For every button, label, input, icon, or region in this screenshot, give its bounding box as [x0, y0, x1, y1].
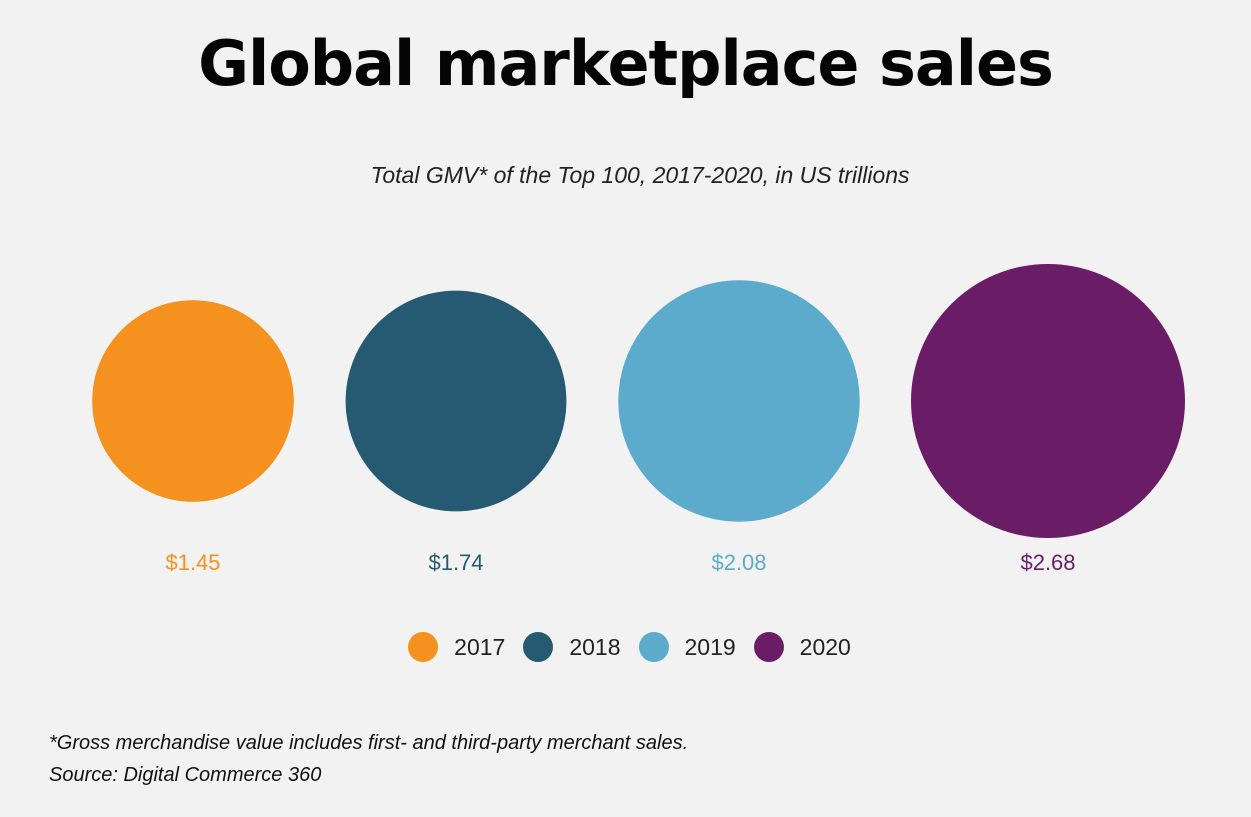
legend-item-2018: 2018	[523, 632, 621, 662]
legend-swatch-2019	[638, 632, 669, 662]
legend-swatch-2020	[753, 632, 784, 662]
value-label-2020: $2.68	[1020, 550, 1075, 575]
bubble-2017	[92, 300, 294, 502]
legend-item-2019: 2019	[638, 632, 736, 662]
chart-subtitle: Total GMV* of the Top 100, 2017-2020, in…	[370, 162, 910, 188]
legend: 2017 2018 2019 2020	[0, 632, 1251, 662]
footnote-block: *Gross merchandise value includes first-…	[49, 727, 688, 791]
legend-swatch-2018	[523, 632, 554, 662]
bubble-2019	[618, 280, 860, 522]
legend-swatch-2017	[408, 632, 439, 662]
bubble-2018	[345, 290, 567, 512]
footnote-text: *Gross merchandise value includes first-…	[49, 732, 689, 754]
legend-label-2017: 2017	[454, 633, 506, 660]
bubble-chart: $1.45 $1.74 $2.08 $2.68	[92, 264, 1185, 575]
legend-item-2017: 2017	[408, 632, 505, 662]
legend-label-2020: 2020	[799, 633, 851, 660]
legend-label-2019: 2019	[684, 633, 736, 660]
chart-title: Global marketplace sales	[198, 27, 1054, 100]
value-label-2017: $1.45	[165, 550, 220, 575]
legend-label-2018: 2018	[569, 633, 621, 660]
source-text: Source: Digital Commerce 360	[49, 764, 322, 786]
bubble-2020	[911, 264, 1185, 538]
value-label-2019: $2.08	[711, 550, 766, 575]
value-label-2018: $1.74	[428, 550, 483, 575]
legend-item-2020: 2020	[753, 632, 851, 662]
